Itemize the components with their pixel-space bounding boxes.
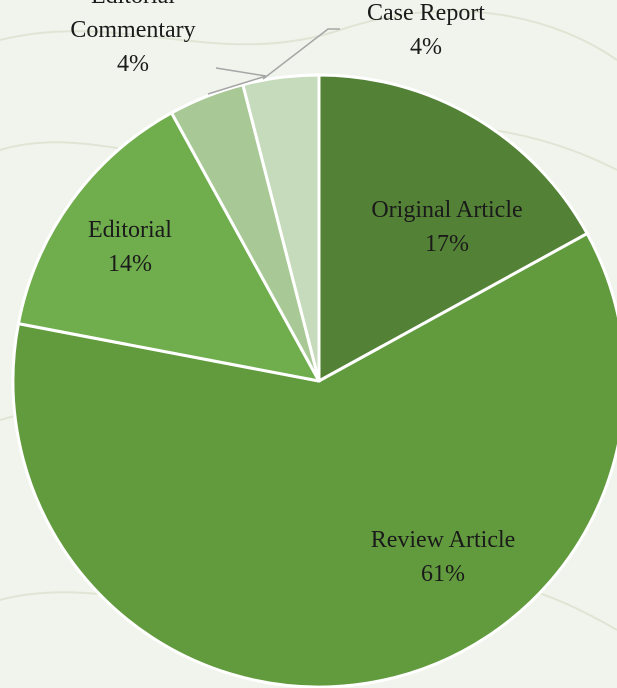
- slice-name-label: Editorial: [91, 0, 175, 9]
- slice-label-editorial-commentary: Editorial Commentary 4%: [70, 0, 195, 77]
- slice-label-review-article: Review Article 61%: [371, 527, 516, 587]
- pie-slice-editorial: [16, 111, 321, 383]
- pie-slices: [11, 73, 617, 688]
- pie-slice-original-article: [317, 73, 589, 383]
- slice-name-label: Case Report: [367, 0, 485, 26]
- slice-percent-label: 4%: [117, 51, 149, 77]
- slice-label-case-report: Case Report 4%: [367, 0, 485, 60]
- slice-label-editorial: Editorial 14%: [88, 217, 172, 277]
- pie-slice-case-report: [241, 73, 321, 383]
- slice-labels: Original Article 17% Review Article 61% Edit…: [70, 0, 522, 587]
- slice-name-label: Commentary: [70, 17, 195, 43]
- slice-percent-label: 61%: [421, 561, 465, 587]
- slice-name-label: Review Article: [371, 527, 516, 553]
- leader-lines: [207, 28, 340, 95]
- slice-label-original-article: Original Article 17%: [371, 197, 522, 257]
- slice-name-label: Original Article: [371, 197, 522, 223]
- slice-name-label: Editorial: [88, 217, 172, 243]
- slice-percent-label: 4%: [410, 34, 442, 60]
- pie-slice-review-article: [11, 232, 617, 688]
- leader-line-case-report: [262, 28, 340, 80]
- slice-percent-label: 17%: [425, 231, 469, 257]
- slice-percent-label: 14%: [108, 251, 152, 277]
